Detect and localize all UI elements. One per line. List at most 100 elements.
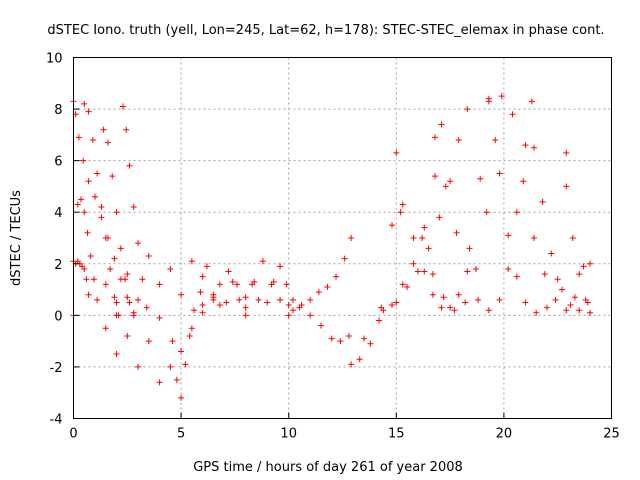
data-point xyxy=(126,299,133,306)
data-point xyxy=(451,307,458,314)
data-series xyxy=(432,98,535,314)
data-series xyxy=(563,183,593,316)
data-point xyxy=(380,307,387,314)
data-point xyxy=(122,276,129,283)
data-point xyxy=(178,291,185,298)
data-point xyxy=(89,137,96,144)
data-point xyxy=(277,263,284,270)
data-point xyxy=(563,149,570,156)
data-point xyxy=(466,245,473,252)
data-point xyxy=(113,209,120,216)
data-point xyxy=(509,111,516,118)
data-point xyxy=(124,294,131,301)
data-point xyxy=(571,294,578,301)
data-point xyxy=(199,273,206,280)
x-tick-label: 25 xyxy=(603,427,620,442)
data-point xyxy=(126,162,133,169)
data-point xyxy=(361,335,368,342)
data-point xyxy=(421,268,428,275)
data-point xyxy=(475,296,482,303)
y-tick-labels: -4 -2 0 2 4 6 8 10 xyxy=(46,52,80,428)
data-point xyxy=(173,376,180,383)
grid xyxy=(73,57,612,419)
data-series xyxy=(264,263,303,311)
data-point xyxy=(167,265,174,272)
y-tick-label: 8 xyxy=(54,103,62,118)
data-point xyxy=(567,302,574,309)
data-point xyxy=(307,312,314,319)
data-point xyxy=(421,224,428,231)
data-series xyxy=(74,196,101,303)
data-point xyxy=(315,289,322,296)
data-point xyxy=(485,307,492,314)
data-point xyxy=(388,222,395,229)
data-point xyxy=(541,271,548,278)
data-point xyxy=(225,268,232,275)
data-point xyxy=(290,296,297,303)
x-tick-labels: 0 5 10 15 20 25 xyxy=(69,412,620,442)
data-point xyxy=(447,304,454,311)
data-point xyxy=(156,281,163,288)
data-point xyxy=(432,134,439,141)
data-point xyxy=(324,283,331,290)
data-point xyxy=(552,296,559,303)
data-point xyxy=(505,232,512,239)
data-point xyxy=(582,296,589,303)
data-point xyxy=(234,281,241,288)
y-tick-label: 2 xyxy=(54,258,62,273)
data-point xyxy=(85,291,92,298)
data-point xyxy=(199,309,206,316)
y-axis-label: dSTEC / TECUs xyxy=(9,190,24,286)
data-point xyxy=(505,265,512,272)
data-point xyxy=(554,276,561,283)
data-point xyxy=(92,193,99,200)
data-series xyxy=(100,126,137,319)
data-point xyxy=(85,178,92,185)
y-tick-label: 0 xyxy=(54,309,62,324)
data-point xyxy=(113,351,120,358)
data-point xyxy=(84,229,91,236)
data-point xyxy=(111,255,118,262)
data-point xyxy=(167,363,174,370)
data-point xyxy=(188,258,195,265)
data-point xyxy=(436,214,443,221)
data-point xyxy=(117,245,124,252)
data-point xyxy=(145,253,152,260)
data-point xyxy=(197,289,204,296)
data-point xyxy=(498,93,505,100)
data-point xyxy=(356,356,363,363)
data-point xyxy=(81,265,88,272)
x-tick-label: 0 xyxy=(69,427,77,442)
data-point xyxy=(107,265,114,272)
data-point xyxy=(80,157,87,164)
data-point xyxy=(90,276,97,283)
data-point xyxy=(462,299,469,306)
y-tick-label: 6 xyxy=(54,155,62,170)
data-series xyxy=(399,95,492,311)
data-point xyxy=(496,170,503,177)
data-series xyxy=(216,258,292,309)
data-point xyxy=(388,302,395,309)
plot-frame xyxy=(73,57,612,419)
data-point xyxy=(483,209,490,216)
data-series xyxy=(290,235,355,314)
data-point xyxy=(337,338,344,345)
data-series xyxy=(102,253,217,306)
data-point xyxy=(75,134,82,141)
data-point xyxy=(290,307,297,314)
data-point xyxy=(264,299,271,306)
data-point xyxy=(399,201,406,208)
data-point xyxy=(393,299,400,306)
data-point xyxy=(442,183,449,190)
data-point xyxy=(210,294,217,301)
data-point xyxy=(143,304,150,311)
data-point xyxy=(432,173,439,180)
x-tick-label: 5 xyxy=(177,427,185,442)
data-point xyxy=(255,296,262,303)
data-point xyxy=(178,348,185,355)
data-point xyxy=(113,312,120,319)
data-point xyxy=(576,271,583,278)
data-point xyxy=(533,309,540,316)
data-point xyxy=(182,361,189,368)
data-point xyxy=(345,332,352,339)
